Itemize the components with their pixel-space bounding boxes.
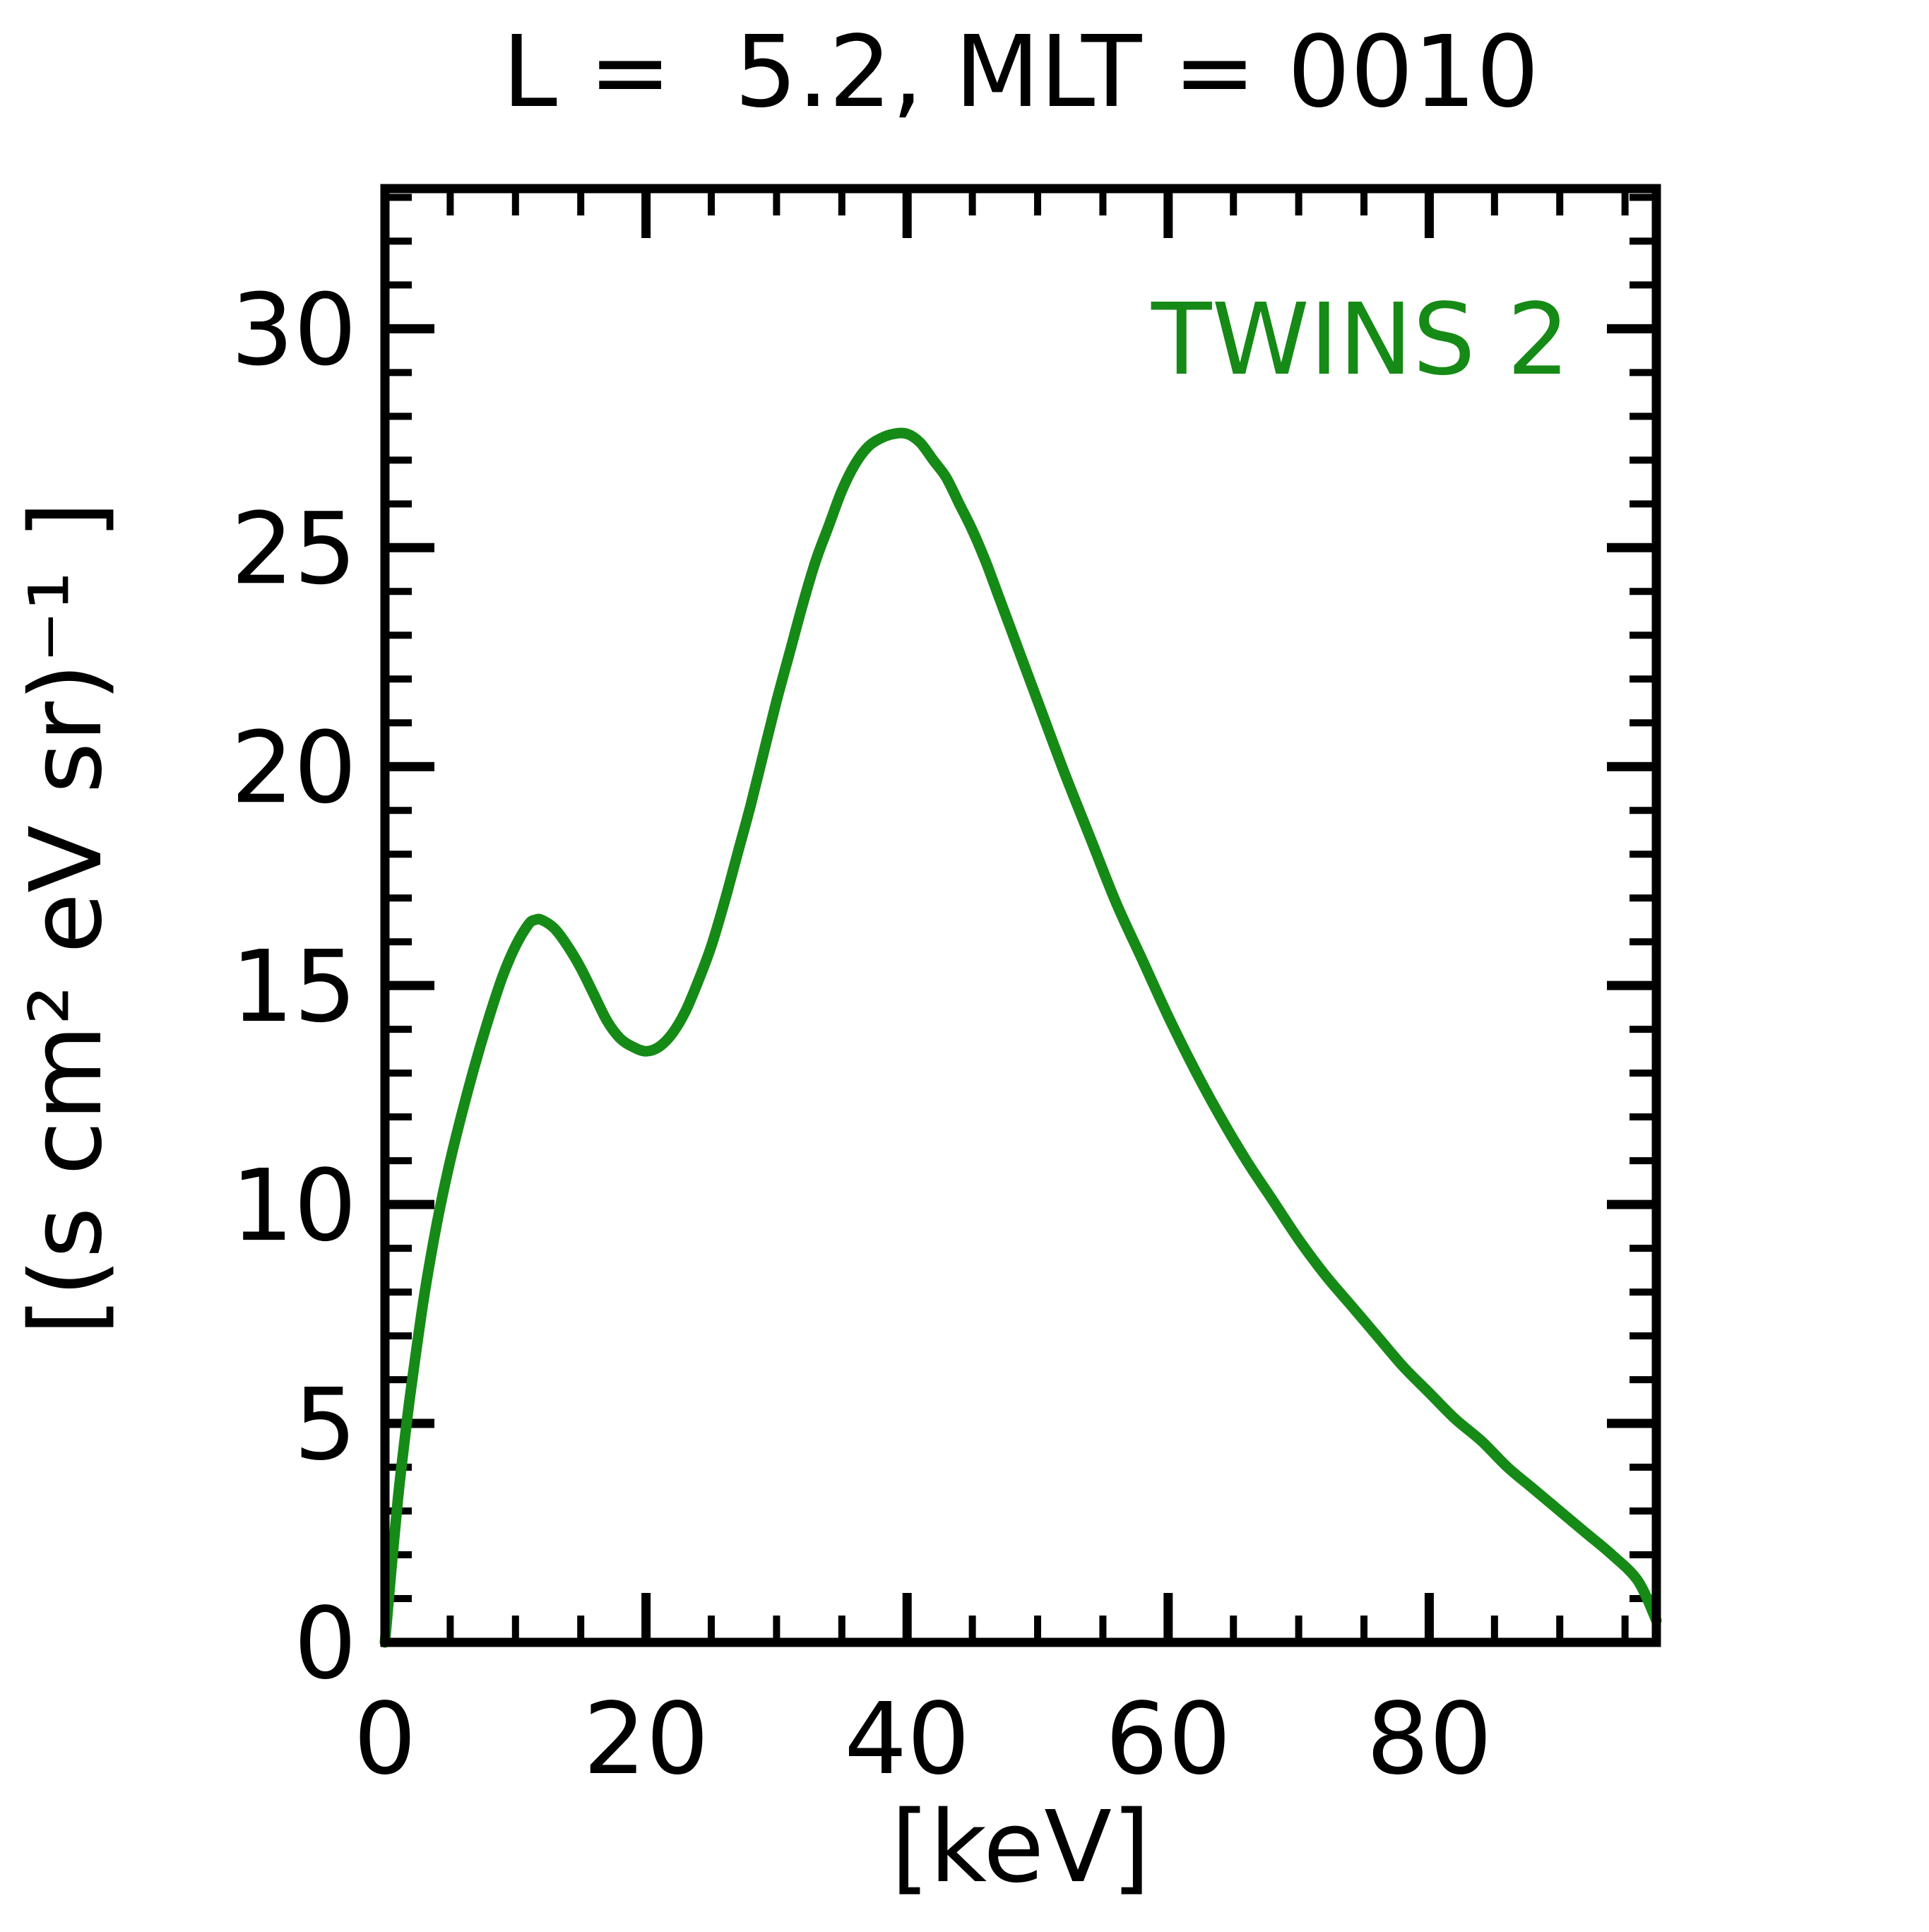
x-tick-label: 60 <box>1105 1682 1231 1797</box>
y-tick-label: 25 <box>231 492 357 607</box>
plot-border <box>380 184 1661 1647</box>
x-tick-label: 20 <box>583 1682 709 1797</box>
y-axis-label: [(s cm² eV sr)⁻¹ ] <box>9 501 124 1336</box>
y-tick-label: 20 <box>231 711 357 826</box>
data-curve-twins2 <box>379 427 1662 1648</box>
legend-twins2: TWINS 2 <box>1151 283 1570 398</box>
y-tick-label: 30 <box>231 273 357 388</box>
x-tick-label: 40 <box>844 1682 970 1797</box>
chart-title: L = 5.2, MLT = 0010 <box>501 15 1540 130</box>
x-tick-label: 0 <box>353 1682 416 1797</box>
x-tick-label: 80 <box>1366 1682 1492 1797</box>
y-tick-label: 10 <box>231 1149 357 1264</box>
y-tick-label: 5 <box>294 1368 357 1483</box>
y-tick-label: 0 <box>294 1587 357 1702</box>
x-axis-label: [keV] <box>891 1790 1151 1905</box>
y-tick-label: 15 <box>231 930 357 1045</box>
